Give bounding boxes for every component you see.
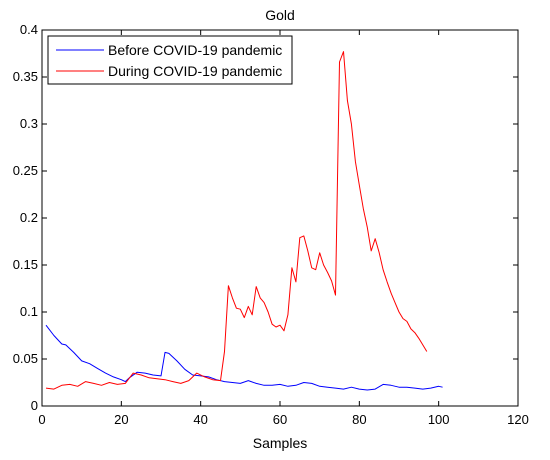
x-tick-label: 40: [193, 412, 207, 427]
legend-label-during: During COVID-19 pandemic: [108, 63, 282, 79]
y-tick-label: 0.2: [20, 210, 38, 225]
legend-label-before: Before COVID-19 pandemic: [108, 42, 282, 58]
x-axis-label: Samples: [253, 435, 307, 451]
x-tick-label: 80: [352, 412, 366, 427]
x-tick-label: 20: [114, 412, 128, 427]
y-tick-label: 0.4: [20, 22, 38, 37]
legend-box: [47, 35, 293, 85]
chart-title: Gold: [265, 7, 295, 23]
y-axis: 0 0.05 0.1 0.15 0.2 0.25 0.3 0.35 0.4: [13, 22, 518, 413]
series-lines: [45, 51, 443, 391]
y-tick-label: 0: [31, 398, 38, 413]
y-tick-label: 0.1: [20, 304, 38, 319]
y-tick-label: 0.25: [13, 163, 38, 178]
legend: Before COVID-19 pandemic During COVID-19…: [47, 35, 293, 85]
series-line-before: [45, 324, 443, 391]
x-tick-label: 60: [273, 412, 287, 427]
series-line-during: [45, 51, 428, 390]
x-tick-label: 0: [38, 412, 45, 427]
y-tick-label: 0.05: [13, 351, 38, 366]
x-axis: 0 20 40 60 80 100 120: [38, 30, 529, 427]
y-tick-label: 0.15: [13, 257, 38, 272]
x-tick-label: 100: [428, 412, 450, 427]
y-tick-label: 0.35: [13, 69, 38, 84]
plot-area: [41, 29, 519, 407]
y-tick-label: 0.3: [20, 116, 38, 131]
x-tick-label: 120: [507, 412, 529, 427]
